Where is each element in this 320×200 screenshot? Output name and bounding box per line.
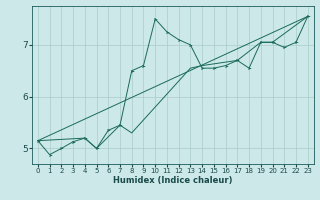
X-axis label: Humidex (Indice chaleur): Humidex (Indice chaleur) [113,176,233,185]
